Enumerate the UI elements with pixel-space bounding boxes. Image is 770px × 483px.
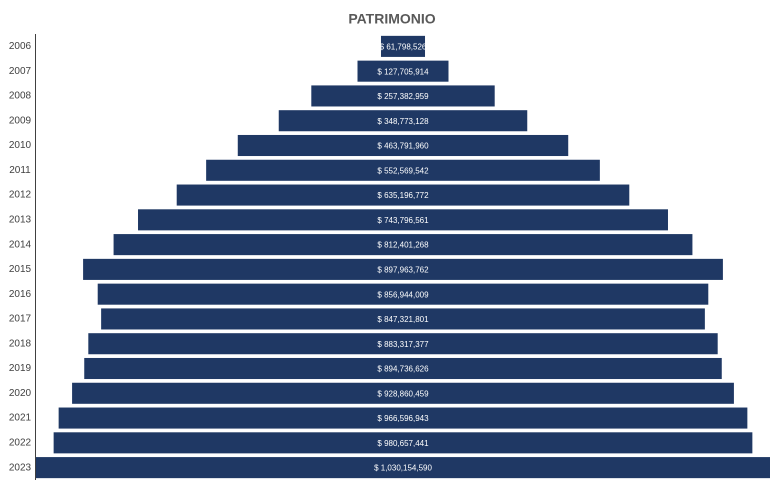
y-tick-label: 2006 xyxy=(9,41,32,52)
y-tick-label: 2019 xyxy=(9,363,32,374)
value-label: $ 348,773,128 xyxy=(377,117,429,126)
chart-title: PATRIMONIO xyxy=(348,11,435,27)
y-tick-label: 2021 xyxy=(9,413,32,424)
value-label: $ 812,401,268 xyxy=(377,241,429,250)
value-label: $ 743,796,561 xyxy=(377,216,429,225)
y-tick-label: 2009 xyxy=(9,115,32,126)
y-tick-label: 2012 xyxy=(9,190,32,201)
value-label: $ 928,860,459 xyxy=(377,389,429,398)
bar xyxy=(357,60,449,82)
bar xyxy=(138,209,668,231)
bar xyxy=(278,110,528,132)
y-tick-label: 2018 xyxy=(9,338,32,349)
y-tick-label: 2017 xyxy=(9,314,32,325)
bar xyxy=(84,357,722,380)
value-label: $ 883,317,377 xyxy=(377,340,429,349)
bar xyxy=(58,407,748,429)
y-tick-label: 2008 xyxy=(9,91,32,102)
bar xyxy=(237,134,569,157)
y-tick-label: 2011 xyxy=(9,165,31,176)
value-label: $ 257,382,959 xyxy=(377,92,429,101)
value-label: $ 61,798,526 xyxy=(380,42,427,51)
y-tick-label: 2007 xyxy=(9,66,32,77)
value-label: $ 856,944,009 xyxy=(377,290,429,299)
value-label: $ 980,657,441 xyxy=(377,439,429,448)
value-label: $ 463,791,960 xyxy=(377,142,429,151)
y-tick-label: 2014 xyxy=(9,239,32,250)
value-label: $ 847,321,801 xyxy=(377,315,429,324)
value-label: $ 897,963,762 xyxy=(377,265,429,274)
value-label: $ 127,705,914 xyxy=(377,67,429,76)
bar xyxy=(83,258,723,280)
y-tick-label: 2016 xyxy=(9,289,32,300)
y-tick-label: 2020 xyxy=(9,388,32,399)
bar xyxy=(101,308,705,330)
bar xyxy=(72,382,734,404)
bar xyxy=(206,159,600,181)
bar xyxy=(311,85,495,107)
y-tick-label: 2010 xyxy=(9,140,32,151)
y-tick-label: 2023 xyxy=(9,462,32,473)
bar xyxy=(53,432,753,454)
value-label: $ 966,596,943 xyxy=(377,414,429,423)
bar xyxy=(176,184,630,206)
bar xyxy=(36,457,770,479)
bar xyxy=(97,283,709,305)
y-tick-label: 2015 xyxy=(9,264,32,275)
bar xyxy=(380,35,426,57)
value-label: $ 1,030,154,590 xyxy=(374,464,432,473)
y-tick-label: 2022 xyxy=(9,437,32,448)
y-tick-label: 2013 xyxy=(9,214,32,225)
bar xyxy=(113,234,693,256)
value-label: $ 894,736,626 xyxy=(377,365,429,374)
value-label: $ 552,569,542 xyxy=(377,166,429,175)
bar xyxy=(88,333,718,355)
value-label: $ 635,196,772 xyxy=(377,191,429,200)
